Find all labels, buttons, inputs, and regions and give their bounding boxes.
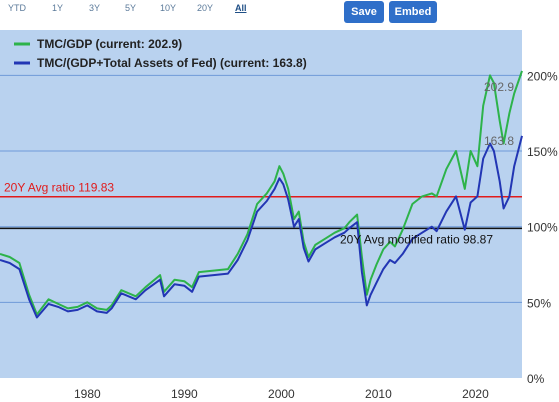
save-button[interactable]: Save xyxy=(344,1,384,23)
y-tick-label: 200% xyxy=(527,69,558,83)
x-tick-label: 1980 xyxy=(74,387,101,401)
x-tick-label: 1990 xyxy=(171,387,198,401)
range-10y-button[interactable]: 10Y xyxy=(160,3,177,13)
series-line-tmc-gdp xyxy=(0,70,523,316)
x-axis-labels: 1980 1990 2000 2010 2020 xyxy=(74,387,489,401)
range-all-button[interactable]: All xyxy=(235,3,247,13)
legend-label-tmc-gdp-fed: TMC/(GDP+Total Assets of Fed) (current: … xyxy=(37,56,307,70)
end-label-tmc-gdp-fed: 163.8 xyxy=(484,134,514,148)
y-tick-label: 100% xyxy=(527,221,558,235)
range-toolbar: YTD 1Y 3Y 5Y 10Y 20Y All Save Embed xyxy=(0,0,559,24)
y-tick-label: 0% xyxy=(527,372,545,386)
ref-label-20y-avg: 20Y Avg ratio 119.83 xyxy=(4,181,114,195)
x-tick-label: 2000 xyxy=(268,387,295,401)
embed-button[interactable]: Embed xyxy=(389,1,437,23)
range-3y-button[interactable]: 3Y xyxy=(89,3,101,13)
y-tick-label: 150% xyxy=(527,145,558,159)
range-ytd-button[interactable]: YTD xyxy=(8,3,26,13)
series-line-tmc-gdp-fed xyxy=(0,135,523,319)
y-tick-label: 50% xyxy=(527,296,551,310)
legend: TMC/GDP (current: 202.9) TMC/(GDP+Total … xyxy=(14,37,307,70)
ref-label-20y-avg-modified: 20Y Avg modified ratio 98.87 xyxy=(340,232,493,246)
x-tick-label: 2010 xyxy=(365,387,392,401)
y-axis-labels: 0% 50% 100% 150% 200% xyxy=(527,69,558,386)
x-tick-label: 2020 xyxy=(462,387,489,401)
plot-background xyxy=(0,30,522,378)
series-lines xyxy=(0,70,523,319)
range-1y-button[interactable]: 1Y xyxy=(52,3,64,13)
range-20y-button[interactable]: 20Y xyxy=(197,3,214,13)
legend-label-tmc-gdp: TMC/GDP (current: 202.9) xyxy=(37,37,182,51)
range-5y-button[interactable]: 5Y xyxy=(125,3,137,13)
end-label-tmc-gdp: 202.9 xyxy=(484,80,514,94)
